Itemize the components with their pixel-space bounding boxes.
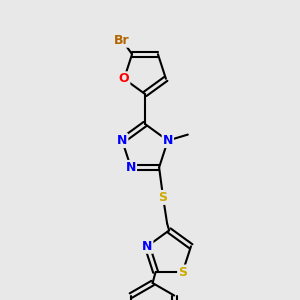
- Text: N: N: [117, 134, 128, 147]
- Text: N: N: [163, 134, 173, 147]
- Text: N: N: [126, 161, 136, 174]
- Text: N: N: [142, 240, 152, 253]
- Text: Br: Br: [114, 34, 130, 47]
- Text: S: S: [178, 266, 187, 278]
- Text: S: S: [159, 191, 168, 204]
- Text: O: O: [119, 72, 129, 85]
